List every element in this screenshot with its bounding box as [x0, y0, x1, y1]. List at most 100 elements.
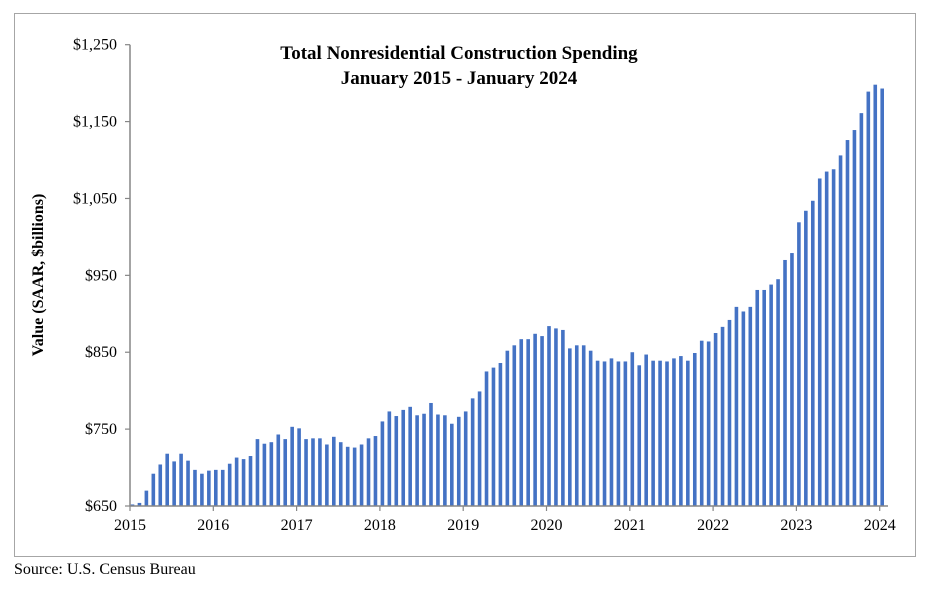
bar	[443, 415, 447, 506]
bar	[866, 91, 871, 507]
bar	[609, 358, 614, 506]
y-tick-label: $850	[85, 344, 117, 361]
bar	[873, 84, 878, 507]
bar	[186, 460, 190, 506]
bar	[359, 444, 364, 506]
bar	[824, 171, 829, 506]
bar	[644, 354, 648, 506]
bar	[540, 336, 544, 506]
bar	[234, 457, 239, 506]
bar	[519, 339, 524, 506]
bars	[130, 84, 884, 507]
bar	[415, 415, 419, 506]
x-tick-label: 2015	[114, 517, 146, 534]
bar	[637, 365, 642, 506]
bar	[776, 279, 780, 506]
bar	[845, 140, 850, 506]
bar	[401, 409, 406, 506]
x-tick-label: 2018	[364, 517, 396, 534]
bar	[290, 426, 294, 506]
bar	[484, 371, 489, 506]
x-tick-label: 2023	[780, 517, 812, 534]
bar	[491, 367, 496, 506]
bar	[255, 439, 260, 506]
bar	[387, 411, 392, 506]
bar	[172, 461, 176, 506]
bar	[568, 348, 572, 506]
bar	[470, 398, 475, 506]
bar	[630, 352, 635, 506]
bar	[456, 416, 461, 506]
bar	[783, 259, 787, 506]
bar	[526, 339, 530, 506]
bar	[241, 459, 246, 506]
bar	[269, 442, 274, 506]
bar	[817, 178, 822, 507]
y-axis-ticks: $650 $750 $850 $950 $1,050 $1,150 $1,250	[73, 37, 130, 515]
y-tick-label: $950	[85, 267, 117, 284]
bar	[665, 361, 669, 506]
bar	[762, 289, 766, 506]
bar	[352, 447, 357, 506]
bar	[790, 253, 794, 506]
bar	[311, 438, 315, 506]
x-tick-label: 2022	[697, 517, 729, 534]
bar	[755, 289, 760, 506]
x-tick-label: 2016	[197, 517, 229, 534]
bar	[859, 113, 864, 507]
bar	[623, 361, 628, 506]
bar	[158, 464, 163, 506]
bar	[547, 326, 551, 506]
bar	[512, 345, 517, 506]
bar	[686, 360, 690, 506]
bar	[734, 306, 739, 506]
x-tick-label: 2024	[864, 517, 896, 534]
bar	[130, 504, 135, 506]
bar	[345, 446, 350, 506]
bar	[394, 416, 399, 506]
x-tick-label: 2020	[531, 517, 563, 534]
bar	[581, 345, 586, 506]
bar	[838, 155, 843, 507]
bar	[332, 436, 336, 506]
bar	[706, 341, 711, 506]
bar	[373, 436, 378, 506]
bar	[338, 442, 343, 506]
bar	[679, 356, 683, 506]
x-tick-label: 2021	[614, 517, 646, 534]
bar	[436, 414, 440, 506]
bar	[741, 311, 746, 506]
bar	[220, 469, 225, 506]
bar	[852, 130, 857, 506]
y-tick-label: $1,050	[73, 190, 117, 207]
bar	[804, 210, 808, 506]
y-tick-label: $1,250	[73, 37, 117, 54]
bar	[380, 421, 385, 506]
bar	[533, 333, 537, 506]
bar	[505, 350, 510, 506]
bar	[699, 340, 704, 506]
bar	[477, 391, 482, 506]
bar	[554, 328, 558, 506]
chart-title: Total Nonresidential Construction Spendi…	[280, 43, 638, 64]
bar	[588, 350, 593, 506]
bar	[179, 453, 183, 506]
chart-subtitle: January 2015 - January 2024	[341, 68, 578, 89]
y-axis-label: Value (SAAR, $billions)	[30, 194, 47, 357]
bar	[283, 439, 288, 506]
bar	[304, 439, 308, 506]
bar	[137, 502, 142, 506]
bar	[498, 362, 503, 506]
bar	[713, 333, 718, 506]
bar	[797, 222, 801, 506]
x-tick-label: 2017	[281, 517, 313, 534]
bar	[200, 473, 204, 506]
y-tick-label: $750	[85, 421, 117, 438]
bar-chart: Total Nonresidential Construction Spendi…	[30, 37, 896, 534]
chart-frame	[14, 13, 916, 557]
bar	[727, 319, 732, 506]
y-tick-label: $650	[85, 498, 117, 515]
bar	[366, 438, 371, 506]
bar	[151, 473, 156, 506]
y-tick-label: $1,150	[73, 114, 117, 131]
